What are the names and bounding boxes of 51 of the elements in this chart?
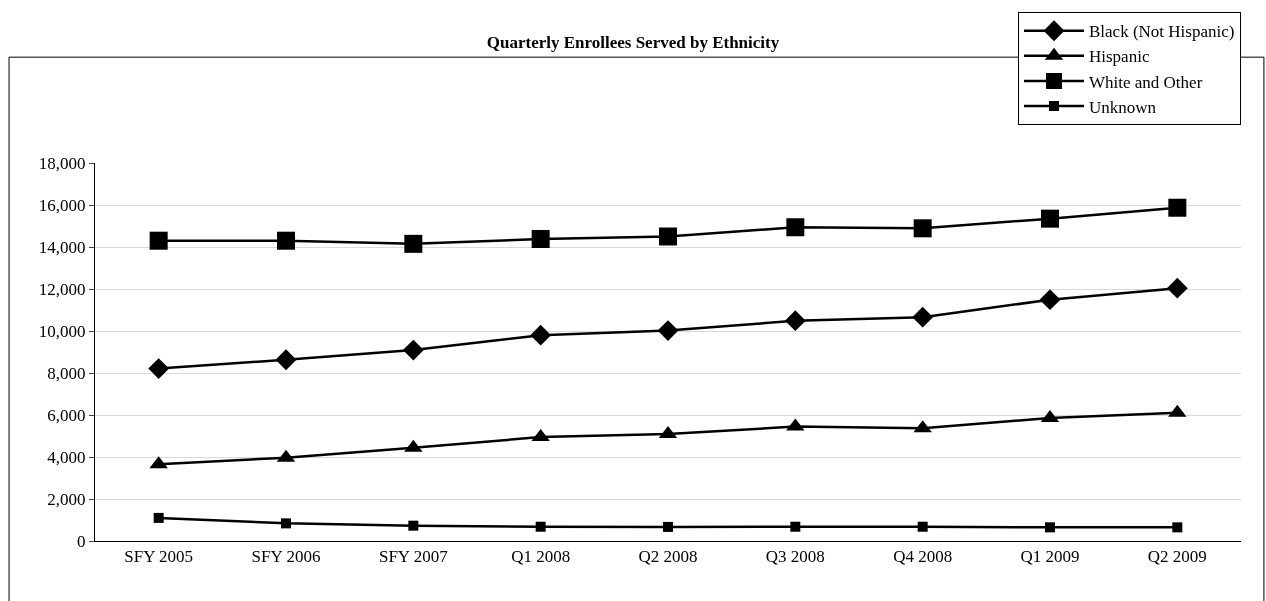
point [535,521,546,532]
point [1041,209,1059,228]
point [1045,522,1055,533]
y-tick-label: 6,000 [47,405,86,425]
y-tick-label: 10,000 [38,321,86,341]
y-tick-label: 12,000 [38,279,86,299]
point [784,310,806,332]
point [148,358,170,379]
point [531,230,550,249]
x-tick-label: Q2 2009 [1147,547,1207,567]
point [281,518,291,529]
x-tick-label: Q4 2008 [893,547,953,567]
point [404,234,423,253]
x-tick-label: Q2 2008 [638,547,698,567]
y-tick-label: 2,000 [47,489,86,509]
y-tick-label: 8,000 [47,363,86,383]
point [663,521,673,532]
point [1039,289,1061,311]
legend-label: Hispanic [1089,47,1150,67]
x-tick-label: SFY 2006 [251,547,321,567]
point [149,231,168,250]
legend-label: White and Other [1089,72,1203,92]
point [277,231,295,250]
y-tick-label: 4,000 [47,447,86,467]
chart-title: Quarterly Enrollees Served by Ethnicity [486,32,780,52]
x-tick-label: SFY 2005 [124,547,194,567]
point [1172,522,1183,533]
point [530,324,552,346]
point [1166,277,1188,299]
x-tick-label: Q3 2008 [765,547,825,567]
point [917,521,928,532]
legend-label: Unknown [1089,97,1157,117]
point [912,306,934,328]
y-tick-label: 14,000 [38,237,86,257]
point [657,320,679,341]
x-tick-label: SFY 2007 [378,547,449,567]
point [408,520,419,531]
point [913,219,932,238]
point [402,339,424,361]
point [786,218,805,237]
x-tick-label: Q1 2009 [1020,547,1080,567]
point [1168,198,1187,217]
y-tick-label: 18,000 [38,153,86,173]
point [275,349,297,371]
legend-label: Black (Not Hispanic) [1089,22,1235,42]
x-tick-label: Q1 2008 [511,547,571,567]
y-tick-label: 0 [77,531,86,551]
point [153,512,164,523]
point [659,227,677,246]
point [790,521,801,532]
y-tick-label: 16,000 [38,195,86,215]
